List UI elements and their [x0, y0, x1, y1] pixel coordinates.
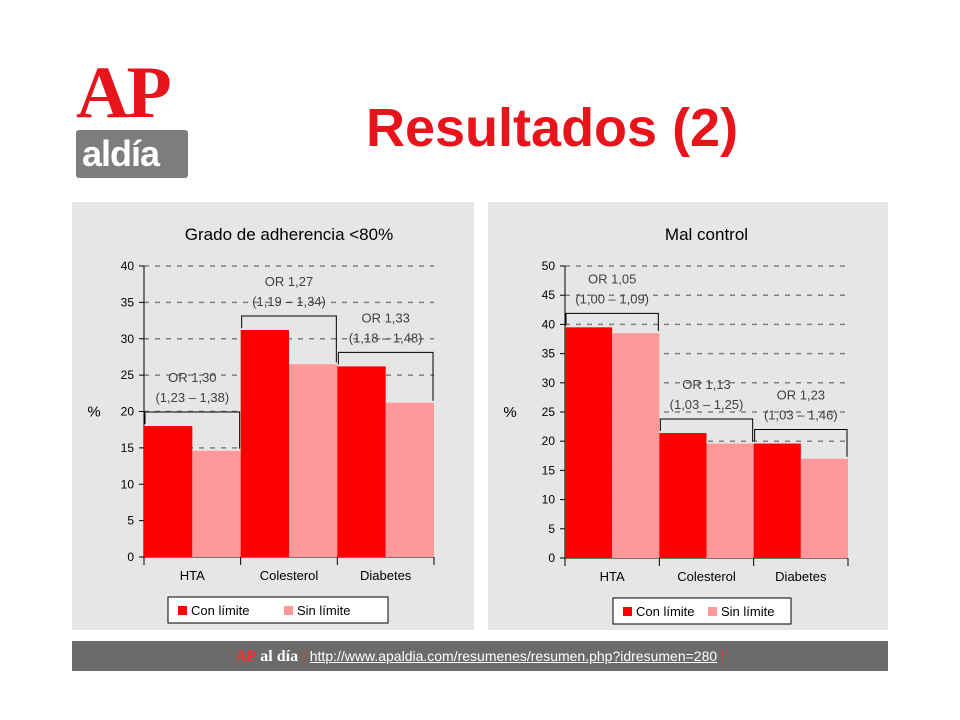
- x-category-label: Diabetes: [360, 568, 412, 583]
- or-bracket: [144, 411, 241, 449]
- bar: [385, 402, 434, 557]
- bar: [565, 327, 613, 558]
- x-category-label: HTA: [180, 568, 205, 583]
- y-tick-label: 25: [542, 405, 556, 419]
- apaldia-logo: AP aldía: [76, 56, 188, 182]
- bar: [612, 333, 660, 558]
- or-bracket: [565, 312, 659, 332]
- bar: [192, 450, 241, 557]
- or-annotation-value: OR 1,30: [168, 370, 216, 385]
- bar: [144, 426, 193, 557]
- footer-aldia: al día: [260, 648, 299, 665]
- footer-open-bracket: [: [301, 648, 306, 664]
- chart-panel-adherencia: Grado de adherencia <80%% 0 5 10 15 20 25 30 35 4…: [72, 202, 474, 630]
- legend-swatch: [623, 607, 632, 616]
- bar: [706, 443, 754, 558]
- y-tick-label: 0: [548, 551, 555, 565]
- y-axis-label: %: [503, 404, 516, 421]
- y-tick-label: 35: [121, 295, 135, 309]
- y-tick-label: 25: [121, 368, 135, 382]
- legend-box: [167, 596, 389, 624]
- legend-swatch: [708, 607, 717, 616]
- y-tick-label: 40: [542, 317, 556, 331]
- legend-swatch: [284, 606, 293, 615]
- y-axis-label: %: [87, 404, 100, 421]
- y-tick-label: 20: [542, 434, 556, 448]
- logo-box: [76, 130, 188, 178]
- or-annotation-ci: (1,03 – 1,25): [670, 397, 744, 412]
- bar: [800, 458, 848, 558]
- bar: [240, 330, 289, 557]
- y-tick-label: 30: [121, 332, 135, 346]
- x-category-label: Colesterol: [260, 568, 319, 583]
- or-annotation-value: OR 1,23: [777, 388, 825, 403]
- chart-adherencia: Grado de adherencia <80%% 0 5 10 15 20 25 30 35 4…: [87, 225, 435, 624]
- chart-panel-mal-control: Mal control% 0 5 10 15 20 25 30 35 40 45 50 HTA OR 1,…: [488, 202, 888, 630]
- or-annotation-ci: (1,00 – 1,09): [575, 291, 649, 306]
- bar: [659, 433, 707, 558]
- or-annotation-ci: (1,18 – 1,48): [349, 330, 423, 345]
- bar: [753, 443, 801, 558]
- x-category-label: Colesterol: [677, 569, 736, 584]
- y-tick-label: 20: [121, 405, 135, 419]
- footer-link[interactable]: http://www.apaldia.com/resumenes/resumen…: [309, 648, 718, 664]
- logo-aldia-text: aldía: [82, 133, 160, 174]
- chart-title: Mal control: [665, 225, 748, 244]
- legend-box: [612, 597, 792, 625]
- y-tick-label: 30: [542, 376, 556, 390]
- y-tick-label: 40: [121, 259, 135, 273]
- y-tick-label: 10: [542, 493, 556, 507]
- chart-title: Grado de adherencia <80%: [185, 225, 393, 244]
- y-tick-label: 5: [548, 522, 555, 536]
- legend-label: Sin límite: [297, 603, 350, 618]
- legend-swatch: [178, 606, 187, 615]
- legend-label: Con límite: [636, 604, 695, 619]
- y-tick-label: 35: [542, 347, 556, 361]
- legend-label: Sin límite: [721, 604, 774, 619]
- legend-label: Con límite: [191, 603, 250, 618]
- y-tick-label: 0: [127, 550, 134, 564]
- or-annotation-value: OR 1,05: [588, 271, 636, 286]
- or-annotation-value: OR 1,33: [361, 310, 409, 325]
- or-annotation-value: OR 1,27: [265, 274, 313, 289]
- or-annotation-ci: (1,19 – 1,34): [252, 294, 326, 309]
- bar: [337, 366, 386, 557]
- y-tick-label: 45: [542, 288, 556, 302]
- or-bracket: [337, 351, 434, 401]
- or-bracket: [241, 315, 337, 363]
- x-category-label: Diabetes: [775, 569, 827, 584]
- y-tick-label: 15: [121, 441, 135, 455]
- or-annotation-value: OR 1,13: [682, 377, 730, 392]
- or-annotation-ci: (1,23 – 1,38): [155, 390, 229, 405]
- page-title: Resultados (2): [366, 98, 739, 158]
- x-category-label: HTA: [600, 569, 625, 584]
- y-tick-label: 5: [127, 514, 134, 528]
- or-bracket: [659, 418, 754, 442]
- logo-ap-text: AP: [76, 52, 172, 134]
- or-bracket: [754, 429, 848, 457]
- footer-bar: AP al día [ http://www.apaldia.com/resum…: [72, 641, 888, 671]
- y-tick-label: 50: [542, 259, 556, 273]
- footer-ap: AP: [235, 648, 257, 665]
- y-tick-label: 15: [542, 463, 556, 477]
- or-annotation-ci: (1,03 – 1,46): [764, 408, 838, 423]
- y-tick-label: 10: [121, 477, 135, 491]
- chart-mal-control: Mal control% 0 5 10 15 20 25 30 35 40 45 50 HTA OR 1,…: [503, 225, 849, 625]
- bar: [289, 364, 338, 557]
- footer-close-bracket: ]: [721, 648, 725, 664]
